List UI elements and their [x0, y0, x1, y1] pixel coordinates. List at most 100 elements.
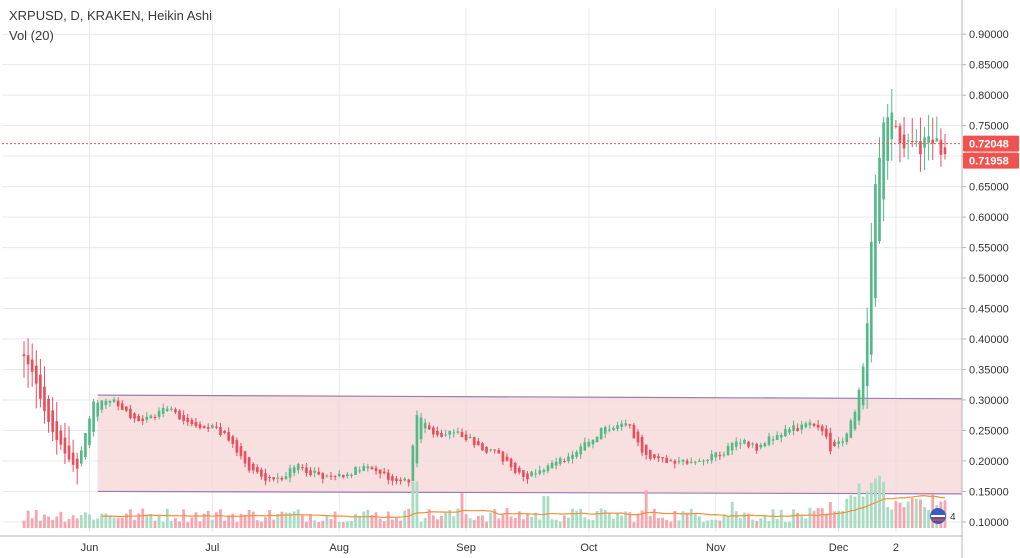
candle-body: [432, 427, 435, 435]
volume-bar: [865, 491, 869, 528]
volume-ma-line: [101, 495, 946, 519]
candle-body: [869, 241, 873, 355]
volume-bar: [726, 516, 730, 528]
candle-body: [84, 433, 87, 458]
volume-bar: [833, 511, 836, 528]
candle-body: [354, 467, 357, 475]
candle-body: [800, 424, 804, 430]
candle-body: [141, 418, 145, 422]
price-tick-label: 0.25000: [969, 425, 1009, 437]
candle-body: [219, 427, 222, 435]
volume-bar: [305, 521, 308, 528]
candle-body: [415, 415, 419, 464]
candle-body: [313, 470, 316, 473]
volume-bar: [223, 520, 226, 528]
candle-body: [784, 429, 787, 437]
volume-bar: [472, 520, 476, 528]
price-tick-label: 0.90000: [969, 29, 1009, 41]
candle-body: [170, 408, 173, 410]
volume-bar: [788, 521, 791, 528]
candle-body: [677, 461, 681, 463]
candle-body: [268, 476, 271, 478]
candle-body: [743, 439, 746, 444]
candle-body: [808, 422, 812, 426]
volume-bar: [521, 519, 525, 528]
volume-bar: [210, 519, 214, 528]
volume-bar: [734, 511, 738, 528]
volume-bar: [755, 521, 759, 528]
volume-bar: [169, 521, 173, 528]
volume-bar: [689, 508, 693, 528]
volume-bar: [808, 507, 812, 528]
candle-body: [133, 413, 136, 419]
candle-body: [767, 436, 771, 445]
channel-area: [97, 395, 963, 494]
candle-body: [853, 411, 857, 430]
candle-body: [841, 441, 844, 443]
volume-bar: [280, 511, 284, 528]
candle-body: [276, 477, 280, 479]
volume-bar: [395, 517, 398, 528]
candle-body: [771, 439, 775, 441]
candle-body: [292, 467, 296, 473]
volume-bar: [333, 511, 337, 528]
flag-stripe: [931, 515, 945, 517]
volume-bar: [554, 519, 558, 528]
volume-bar: [702, 521, 705, 528]
volume-bar: [227, 515, 231, 528]
candle-body: [726, 445, 730, 456]
volume-bar: [485, 521, 488, 528]
price-tick-label: 0.55000: [969, 243, 1009, 255]
volume-bar: [329, 519, 333, 528]
candle-body: [436, 430, 439, 436]
volume-bar: [804, 518, 808, 528]
volume-bar: [534, 512, 538, 528]
volume-bar: [83, 512, 87, 528]
volume-ma: [101, 495, 946, 519]
volume-bar: [489, 512, 493, 528]
volume-bar: [542, 496, 546, 528]
volume-bar: [436, 519, 439, 528]
volume-bar: [612, 518, 615, 528]
candle-body: [63, 437, 67, 454]
candle-body: [775, 435, 779, 440]
volume-bar: [509, 516, 513, 528]
volume-bar: [112, 517, 116, 528]
candle-body: [296, 464, 300, 471]
candle-body: [440, 433, 443, 437]
price-channel: [97, 394, 963, 495]
candle-body: [538, 470, 542, 474]
volume-bar: [284, 512, 288, 528]
candle-body: [444, 434, 447, 436]
price-tick-label: 0.80000: [969, 90, 1009, 102]
time-tick-label: Dec: [829, 542, 849, 554]
candle-body: [272, 477, 276, 480]
second-price-tag: [963, 152, 1019, 169]
candle-body: [407, 479, 411, 483]
candle-body: [472, 437, 476, 446]
volume-bar: [517, 511, 521, 528]
candle-body: [210, 425, 214, 428]
legend: XRPUSD, D, KRAKEN, Heikin Ashi Vol (20): [9, 6, 212, 46]
chart-title: XRPUSD, D, KRAKEN, Heikin Ashi: [9, 8, 213, 23]
candle-body: [878, 157, 881, 242]
volume-bar: [710, 519, 714, 528]
price-tick-label: 0.10000: [969, 517, 1009, 529]
candle-body: [927, 136, 930, 143]
candle-body: [231, 436, 235, 445]
volume-bar: [816, 508, 820, 528]
candle-body: [714, 452, 718, 458]
candle-body: [374, 468, 378, 471]
volume-bar: [321, 520, 325, 528]
candle-body: [120, 403, 124, 410]
volume-bar: [718, 520, 722, 528]
volume-bar: [26, 510, 30, 528]
candle-body: [178, 410, 181, 420]
candle-body: [788, 429, 791, 433]
volume-bar: [165, 508, 169, 528]
price-tick-label: 0.35000: [969, 364, 1009, 376]
candle-body: [530, 471, 533, 477]
volume-bar: [174, 518, 177, 528]
